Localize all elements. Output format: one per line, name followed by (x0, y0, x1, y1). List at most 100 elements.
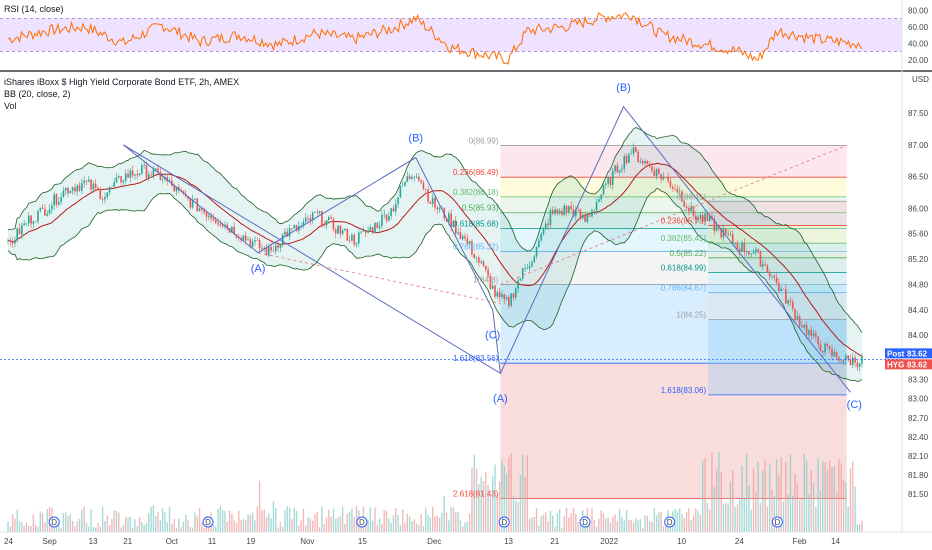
volume-bar (840, 463, 842, 532)
candle-body (457, 232, 459, 234)
dividend-circle (498, 516, 510, 528)
volume-bar (711, 452, 713, 532)
volume-bar (642, 527, 644, 532)
candle-body (678, 191, 681, 193)
volume-bar (141, 521, 143, 532)
volume-bar (201, 522, 203, 532)
candle-body (411, 177, 413, 179)
volume-bar (242, 518, 245, 532)
volume-bar (614, 514, 616, 532)
candle-body (210, 215, 212, 219)
volume-bar (822, 460, 824, 532)
candle-body (738, 248, 741, 252)
candle-body (665, 177, 667, 178)
volume-bar (621, 516, 623, 532)
candle-body (166, 177, 169, 182)
volume-bar (861, 520, 863, 532)
candle-body (838, 357, 840, 361)
candle-body (83, 180, 85, 184)
volume-bar (815, 507, 817, 532)
volume-bar (330, 516, 332, 532)
candle-body (658, 168, 660, 175)
volume-bar (849, 467, 852, 532)
volume-bar (798, 499, 801, 532)
volume-bar (168, 506, 171, 532)
volume-bar (540, 516, 542, 532)
candle-body (551, 210, 554, 214)
volume-bar (524, 476, 526, 532)
volume-bar (575, 513, 577, 532)
dividend-marker[interactable]: D (771, 516, 783, 528)
volume-bar (129, 516, 132, 532)
volume-bar (605, 518, 607, 532)
candle-body (247, 239, 249, 241)
candle-body (131, 170, 134, 176)
dividend-marker[interactable]: D (579, 516, 591, 528)
volume-bar (171, 523, 173, 532)
volume-bar (858, 524, 861, 532)
volume-bar (556, 513, 559, 532)
candle-body (69, 190, 72, 194)
volume-bar (131, 527, 134, 532)
price-tick-label: 84.40 (908, 306, 929, 315)
candle-body (429, 201, 432, 204)
dividend-marker[interactable]: D (202, 516, 214, 528)
candle-body (279, 244, 282, 248)
candle-body (734, 242, 736, 244)
candle-body (90, 179, 92, 190)
volume-bar (658, 512, 660, 532)
volume-bar (346, 513, 348, 532)
volume-bar (185, 514, 187, 532)
volume-bar (452, 507, 455, 532)
candle-body (561, 210, 563, 215)
volume-bar (628, 520, 630, 532)
volume-bar (445, 512, 448, 532)
volume-bar (337, 517, 339, 532)
volume-bar (157, 512, 159, 532)
candle-body (461, 236, 464, 240)
candle-body (256, 240, 259, 241)
volume-bar (300, 520, 302, 532)
price-tick-label: 86.50 (908, 173, 929, 182)
bb-indicator-label[interactable]: BB (20, close, 2) (4, 89, 71, 99)
price-axis[interactable]: 87.50 87.00 86.50 86.00 85.60 85.20 84.80 84.40… (908, 109, 929, 499)
candle-body (831, 348, 833, 357)
volume-bar (554, 526, 556, 532)
volume-bar (161, 508, 164, 532)
volume-bar (425, 507, 427, 532)
candle-body (798, 316, 801, 326)
volume-bar (351, 508, 353, 532)
candle-body (480, 261, 482, 263)
time-label: Oct (166, 537, 179, 546)
fib-2-label: 0.786(84.67) (661, 284, 707, 293)
candle-body (579, 209, 582, 219)
dividend-marker[interactable]: D (48, 516, 60, 528)
time-axis[interactable]: 24 Sep 13 21 Oct 11 19 Nov 15 Dec 13 21 2022 10 24 Feb 1… (0, 531, 932, 546)
volume-bar (381, 523, 383, 532)
volume-indicator-label[interactable]: Vol (4, 101, 17, 111)
volume-bar (512, 496, 515, 532)
volume-bar (738, 499, 741, 532)
dividend-marker[interactable]: D (498, 516, 510, 528)
candle-body (789, 300, 792, 302)
volume-bar (355, 506, 358, 532)
elliott-wave-drawing[interactable]: (A) (B) (C) (A) (B) (C) (123, 82, 862, 411)
candle-body (554, 209, 556, 214)
dividend-marker[interactable]: D (356, 516, 368, 528)
chart-title: iShares iBoxx $ High Yield Corporate Bon… (4, 77, 239, 87)
volume-bar (676, 511, 679, 532)
volume-bar (766, 506, 769, 532)
volume-bar (71, 520, 74, 532)
volume-bar (618, 508, 621, 532)
volume-bar (332, 508, 335, 532)
dividend-marker[interactable]: D (664, 516, 676, 528)
symbol-label: HYG (887, 360, 904, 369)
candle-body (514, 288, 517, 298)
candle-body (791, 301, 794, 309)
volume-bar (198, 507, 201, 532)
candle-body (242, 235, 245, 241)
volume-bar (655, 515, 658, 532)
candle-body (27, 215, 30, 224)
